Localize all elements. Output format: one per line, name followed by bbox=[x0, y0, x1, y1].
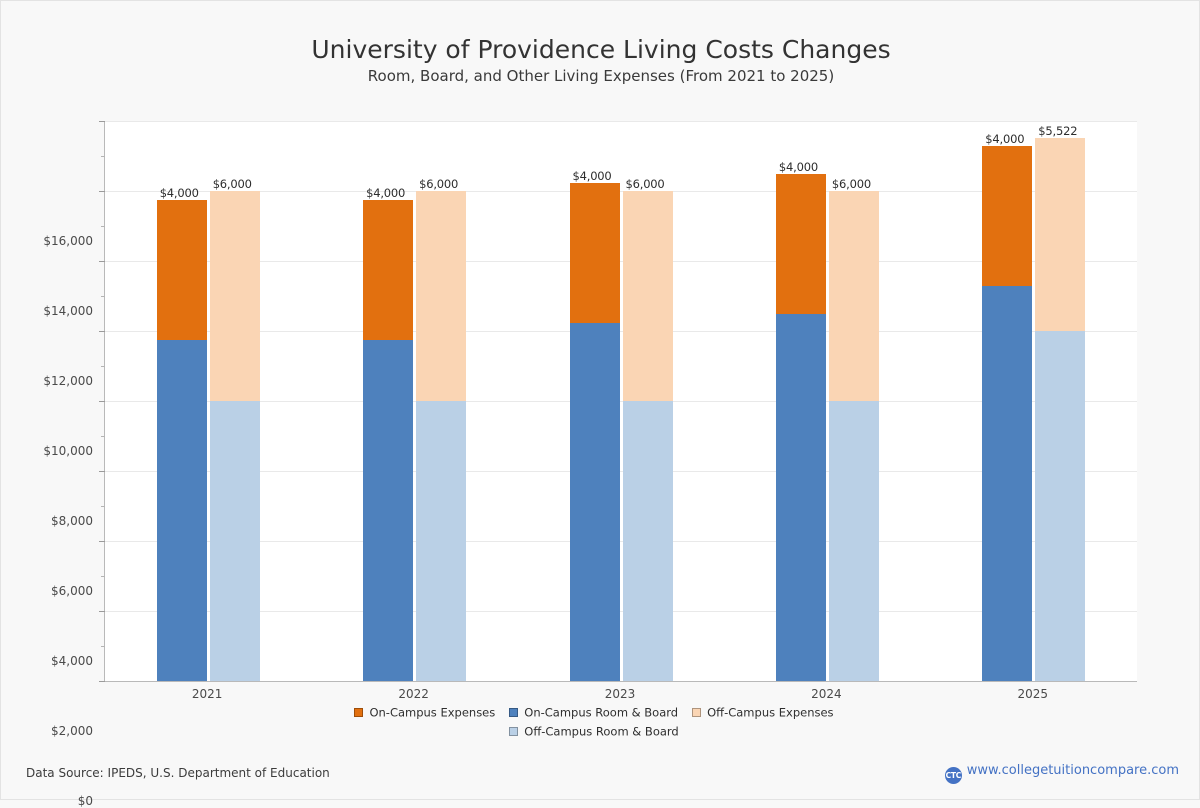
y-axis-tick-label: $0 bbox=[77, 794, 93, 808]
y-axis-tick bbox=[99, 611, 105, 612]
y-axis-tick-label: $8,000 bbox=[51, 514, 93, 528]
gridline bbox=[105, 611, 1137, 612]
bar-segment[interactable] bbox=[828, 401, 879, 681]
bar-value-label: $6,000 bbox=[831, 177, 871, 191]
y-axis-minor-tick bbox=[101, 226, 105, 227]
bar-value-label: $4,000 bbox=[159, 185, 199, 200]
gridline bbox=[105, 471, 1137, 472]
gridline bbox=[105, 191, 1137, 192]
bar-value-label: $4,000 bbox=[366, 185, 406, 200]
y-axis-minor-tick bbox=[101, 436, 105, 437]
legend-item-off-campus-expenses[interactable]: Off-Campus Expenses bbox=[692, 703, 834, 722]
bar-segment[interactable] bbox=[828, 191, 879, 401]
x-axis-tick-label: 2025 bbox=[1017, 687, 1049, 701]
x-axis-tick-label: 2023 bbox=[604, 687, 636, 701]
y-axis-tick bbox=[99, 261, 105, 262]
chart-title: University of Providence Living Costs Ch… bbox=[311, 35, 891, 64]
y-axis-minor-tick bbox=[101, 366, 105, 367]
bar-value-label: $4,000 bbox=[572, 168, 612, 183]
brand-url-label: www.collegetuitioncompare.com bbox=[966, 763, 1179, 778]
data-source-text: Data Source: IPEDS, U.S. Department of E… bbox=[26, 766, 330, 780]
y-axis-tick bbox=[99, 681, 105, 682]
chart-legend: On-Campus Expenses On-Campus Room & Board… bbox=[1, 703, 1200, 740]
bar-segment[interactable] bbox=[775, 173, 826, 314]
bar-value-label: $4,000 bbox=[778, 159, 818, 174]
legend-label: Off-Campus Expenses bbox=[707, 705, 834, 720]
bar-segment[interactable] bbox=[622, 191, 673, 401]
y-axis-tick bbox=[99, 121, 105, 122]
ctc-logo-icon: CTC bbox=[944, 767, 962, 784]
bar-value-label: $6,000 bbox=[625, 177, 665, 191]
legend-label: On-Campus Room & Board bbox=[524, 705, 679, 720]
bar-segment[interactable] bbox=[209, 401, 260, 681]
plot-area: $9,746$4,000$8,000$6,000$9,746$4,000$8,0… bbox=[99, 121, 1137, 682]
bar-segment[interactable] bbox=[209, 191, 260, 401]
bar-value-label: $6,000 bbox=[212, 177, 252, 191]
legend-swatch-icon bbox=[354, 708, 364, 717]
bar-value-label: $5,522 bbox=[1038, 123, 1078, 138]
y-axis-minor-tick bbox=[101, 156, 105, 157]
bar-segment[interactable] bbox=[363, 339, 414, 681]
y-axis-tick-label: $10,000 bbox=[43, 444, 93, 458]
legend-label: Off-Campus Room & Board bbox=[524, 724, 679, 738]
legend-swatch-icon bbox=[692, 708, 702, 717]
bar-segment[interactable] bbox=[156, 339, 207, 681]
bar-segment[interactable] bbox=[156, 199, 207, 340]
legend-item-on-campus-expenses[interactable]: On-Campus Expenses bbox=[354, 703, 495, 722]
y-axis-tick-label: $6,000 bbox=[51, 584, 93, 598]
legend-row: On-Campus Expenses On-Campus Room & Board… bbox=[1, 703, 1200, 722]
x-axis-tick-label: 2022 bbox=[398, 687, 429, 701]
legend-item-off-campus-room-board[interactable]: Off-Campus Room & Board bbox=[509, 722, 679, 741]
bar-segment[interactable] bbox=[1035, 331, 1086, 681]
y-axis-tick-label: $4,000 bbox=[51, 654, 93, 668]
gridline bbox=[105, 261, 1137, 262]
gridline bbox=[105, 121, 1137, 122]
legend-swatch-icon bbox=[509, 708, 519, 717]
y-axis-tick-label: $12,000 bbox=[43, 374, 93, 388]
bar-segment[interactable] bbox=[416, 401, 467, 681]
y-axis-minor-tick bbox=[101, 296, 105, 297]
bar-segment[interactable] bbox=[416, 191, 467, 401]
y-axis-tick-label: $16,000 bbox=[43, 234, 93, 248]
x-axis-tick-label: 2021 bbox=[191, 687, 223, 701]
y-axis-tick bbox=[99, 331, 105, 332]
y-axis-tick bbox=[99, 471, 105, 472]
gridline bbox=[105, 331, 1137, 332]
bar-segment[interactable] bbox=[775, 313, 826, 681]
legend-row: Off-Campus Room & Board bbox=[1, 722, 1200, 741]
legend-item-on-campus-room-board[interactable]: On-Campus Room & Board bbox=[509, 703, 678, 722]
y-axis-tick-label: $14,000 bbox=[43, 304, 93, 318]
gridline bbox=[105, 541, 1137, 542]
bar-value-label: $4,000 bbox=[985, 132, 1025, 147]
legend-swatch-icon bbox=[509, 726, 519, 736]
bar-segment[interactable] bbox=[982, 286, 1033, 681]
y-axis-tick bbox=[99, 401, 105, 402]
bar-segment[interactable] bbox=[569, 182, 620, 323]
bar-value-label: $6,000 bbox=[419, 177, 459, 191]
y-axis-tick bbox=[99, 191, 105, 192]
bar-segment[interactable] bbox=[982, 146, 1033, 287]
y-axis-minor-tick bbox=[101, 506, 105, 507]
y-axis-minor-tick bbox=[101, 576, 105, 577]
legend-label: On-Campus Expenses bbox=[369, 705, 496, 720]
chart-subtitle: Room, Board, and Other Living Expenses (… bbox=[367, 67, 835, 85]
y-axis-minor-tick bbox=[101, 646, 105, 647]
gridline bbox=[105, 401, 1137, 402]
x-axis-tick-label: 2024 bbox=[811, 687, 842, 701]
bar-segment[interactable] bbox=[363, 199, 414, 340]
brand-footer[interactable]: CTC www.collegetuitioncompare.com bbox=[944, 763, 1179, 784]
y-axis-tick bbox=[99, 541, 105, 542]
bar-segment[interactable] bbox=[622, 401, 673, 681]
bar-segment[interactable] bbox=[1035, 137, 1086, 331]
bar-segment[interactable] bbox=[569, 322, 620, 681]
